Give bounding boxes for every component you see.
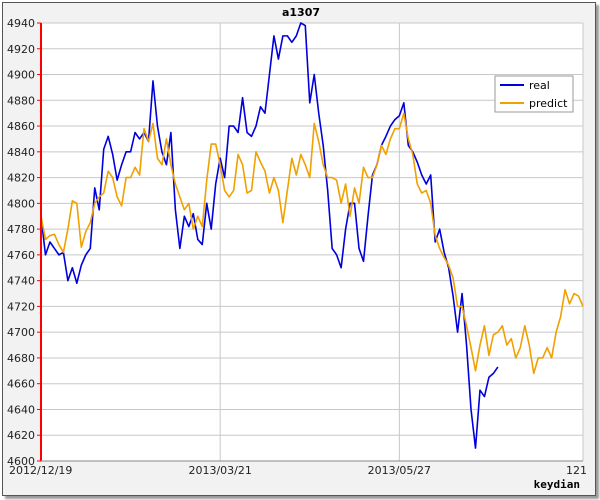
y-tick-label: 4800 bbox=[7, 197, 35, 210]
y-tick-label: 4820 bbox=[7, 172, 35, 185]
line-chart: 4600 4620 4640 4660 4680 4700 4720 4740 4760 4780… bbox=[7, 6, 587, 491]
legend-box bbox=[494, 75, 574, 113]
x-tick-label: 2013/05/27 bbox=[368, 464, 431, 477]
series-layer bbox=[40, 22, 584, 449]
chart-frame: 4600 4620 4640 4660 4680 4700 4720 4740 4760 4780… bbox=[2, 2, 596, 496]
y-tick-label: 4920 bbox=[7, 43, 35, 56]
y-tick-labels: 4600 4620 4640 4660 4680 4700 4720 4740 4760 4780… bbox=[7, 17, 35, 468]
y-tick-label: 4860 bbox=[7, 120, 35, 133]
y-tick-label: 4940 bbox=[7, 17, 35, 30]
series-line-predict bbox=[40, 112, 584, 375]
y-tick-label: 4880 bbox=[7, 94, 35, 107]
plot-background bbox=[41, 23, 583, 461]
chart-title: a1307 bbox=[282, 6, 320, 19]
x-tick-label: 2012/12/19 bbox=[9, 464, 72, 477]
y-tick-label: 4620 bbox=[7, 429, 35, 442]
y-tick-label: 4740 bbox=[7, 275, 35, 288]
legend-label-predict: predict bbox=[529, 97, 568, 110]
series-line-real bbox=[40, 22, 499, 449]
y-tick-label: 4840 bbox=[7, 146, 35, 159]
x-tick-label: 121 bbox=[566, 464, 587, 477]
legend-label-real: real bbox=[529, 79, 550, 92]
x-tick-label: 2013/03/21 bbox=[188, 464, 251, 477]
y-tick-label: 4660 bbox=[7, 378, 35, 391]
y-tick-label: 4900 bbox=[7, 69, 35, 82]
y-tick-label: 4700 bbox=[7, 326, 35, 339]
grid-lines bbox=[40, 22, 584, 462]
y-tick-label: 4720 bbox=[7, 300, 35, 313]
y-tick-label: 4680 bbox=[7, 352, 35, 365]
axes bbox=[37, 22, 583, 462]
x-tick-labels: 2012/12/19 2013/03/21 2013/05/27 121 bbox=[9, 464, 587, 477]
y-tick-label: 4640 bbox=[7, 403, 35, 416]
y-tick-label: 4600 bbox=[7, 455, 35, 468]
y-tick-label: 4780 bbox=[7, 223, 35, 236]
x-axis-label: keydian bbox=[534, 478, 580, 491]
y-tick-label: 4760 bbox=[7, 249, 35, 262]
legend: real predict bbox=[494, 75, 574, 113]
